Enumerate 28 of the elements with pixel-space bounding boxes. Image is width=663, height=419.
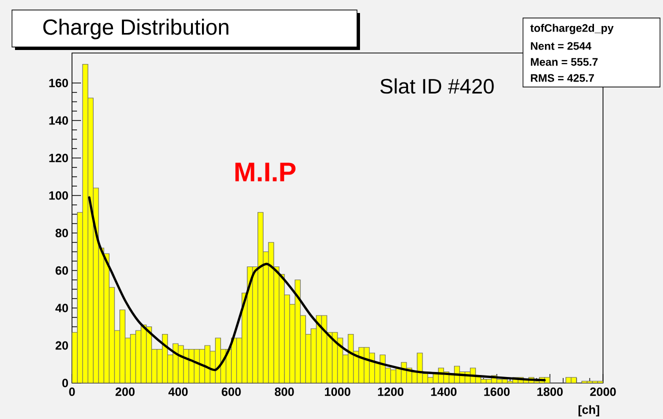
x-tick-label: 200 bbox=[116, 388, 135, 396]
y-tick-label: 120 bbox=[49, 154, 68, 162]
annotation: Mean = 555.7 bbox=[530, 58, 598, 66]
y-tick-label: 0 bbox=[62, 378, 68, 388]
chart-title: Charge Distribution bbox=[43, 18, 228, 40]
x-tick-label: 1800 bbox=[537, 388, 563, 396]
x-tick-label: 1000 bbox=[324, 388, 350, 396]
annotation: M.I.P bbox=[235, 162, 296, 182]
text: tofCharge2d_py bbox=[530, 24, 614, 34]
text: Nent = 2544 bbox=[530, 42, 592, 50]
y-tick-label: 80 bbox=[56, 228, 68, 238]
x-tick-label: 1400 bbox=[431, 388, 457, 396]
y-tick-label: 100 bbox=[49, 191, 68, 200]
x-axis-title: [ch] bbox=[578, 405, 600, 416]
y-tick-label: 140 bbox=[49, 116, 68, 125]
y-tick-label: 20 bbox=[56, 341, 68, 350]
x-tick-label: 1200 bbox=[378, 388, 404, 396]
x-tick-label: 800 bbox=[274, 388, 294, 396]
x-tick-label: 600 bbox=[222, 388, 241, 396]
x-tick-label: 2000 bbox=[590, 388, 616, 396]
x-tick-label: 0 bbox=[69, 388, 75, 396]
x-tick-label: 1600 bbox=[484, 388, 510, 396]
annotation: RMS = 425.7 bbox=[530, 74, 594, 82]
x-tick-label: 400 bbox=[168, 388, 188, 396]
y-tick-label: 60 bbox=[56, 266, 68, 275]
y-tick-label: 160 bbox=[49, 78, 68, 88]
y-tick-label: 40 bbox=[55, 304, 68, 312]
annotation: Slat ID #420 bbox=[380, 78, 494, 94]
